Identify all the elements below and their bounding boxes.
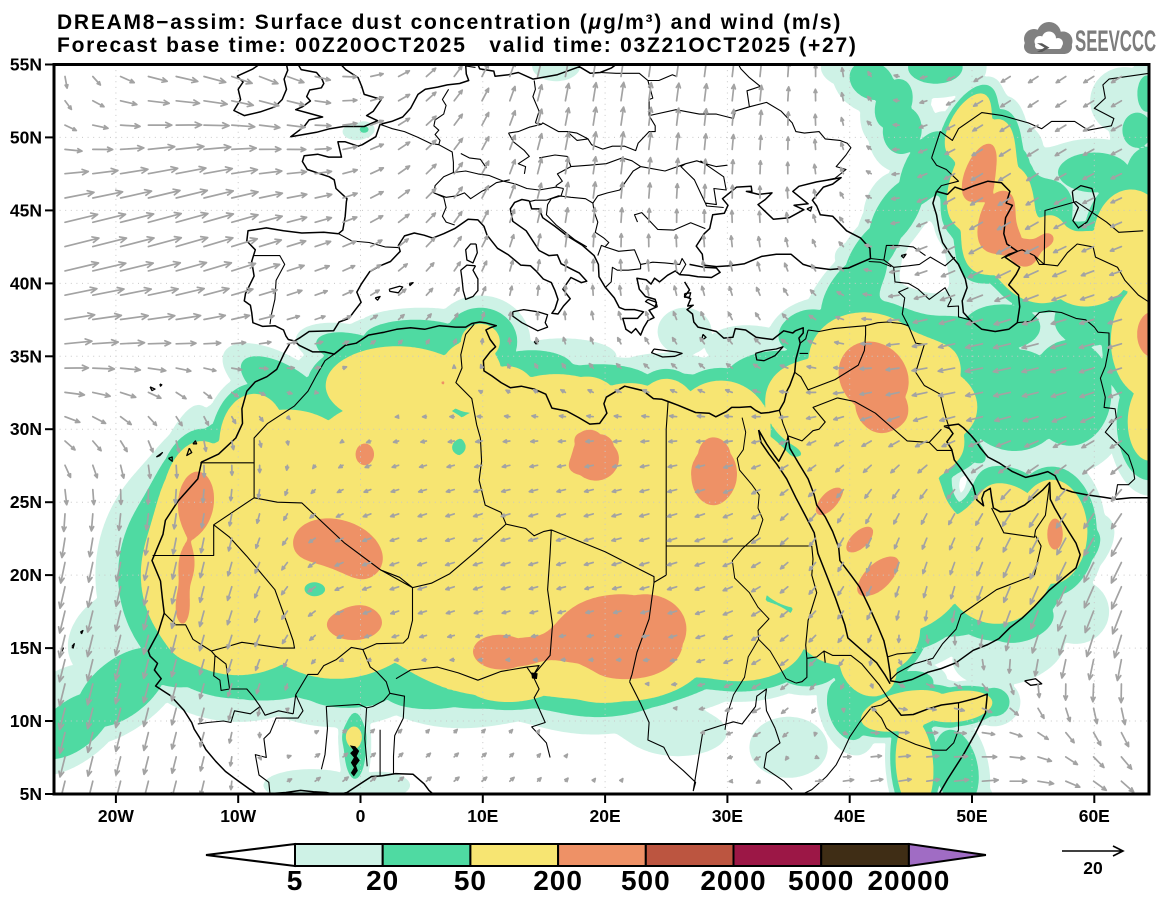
svg-text:40E: 40E [834, 806, 865, 826]
svg-text:55N: 55N [10, 55, 42, 75]
svg-text:15N: 15N [10, 638, 42, 658]
svg-text:20: 20 [1083, 858, 1103, 878]
svg-text:200: 200 [533, 865, 583, 896]
svg-text:50: 50 [454, 865, 487, 896]
svg-text:DREAM8−assim: Surface dust con: DREAM8−assim: Surface dust concentration… [57, 11, 842, 34]
svg-text:Forecast base time: 00Z20OCT20: Forecast base time: 00Z20OCT2025 valid t… [57, 34, 858, 57]
svg-text:20000: 20000 [867, 865, 950, 896]
svg-text:10E: 10E [467, 806, 498, 826]
svg-text:45N: 45N [10, 200, 42, 220]
svg-text:35N: 35N [10, 346, 42, 366]
svg-text:20N: 20N [10, 565, 42, 585]
svg-text:2000: 2000 [700, 865, 766, 896]
svg-text:20W: 20W [98, 806, 134, 826]
svg-text:60E: 60E [1079, 806, 1110, 826]
svg-text:50N: 50N [10, 127, 42, 147]
svg-text:5N: 5N [20, 784, 42, 804]
svg-text:25N: 25N [10, 492, 42, 512]
svg-text:5000: 5000 [788, 865, 854, 896]
svg-text:10W: 10W [220, 806, 256, 826]
svg-text:10N: 10N [10, 711, 42, 731]
svg-text:0: 0 [356, 806, 366, 826]
svg-text:30N: 30N [10, 419, 42, 439]
svg-text:5: 5 [287, 865, 304, 896]
svg-text:20E: 20E [590, 806, 621, 826]
svg-text:40N: 40N [10, 273, 42, 293]
svg-text:500: 500 [621, 865, 671, 896]
svg-text:SEEVCCC: SEEVCCC [1075, 25, 1156, 58]
svg-text:50E: 50E [956, 806, 987, 826]
svg-text:20: 20 [366, 865, 399, 896]
svg-text:30E: 30E [712, 806, 743, 826]
